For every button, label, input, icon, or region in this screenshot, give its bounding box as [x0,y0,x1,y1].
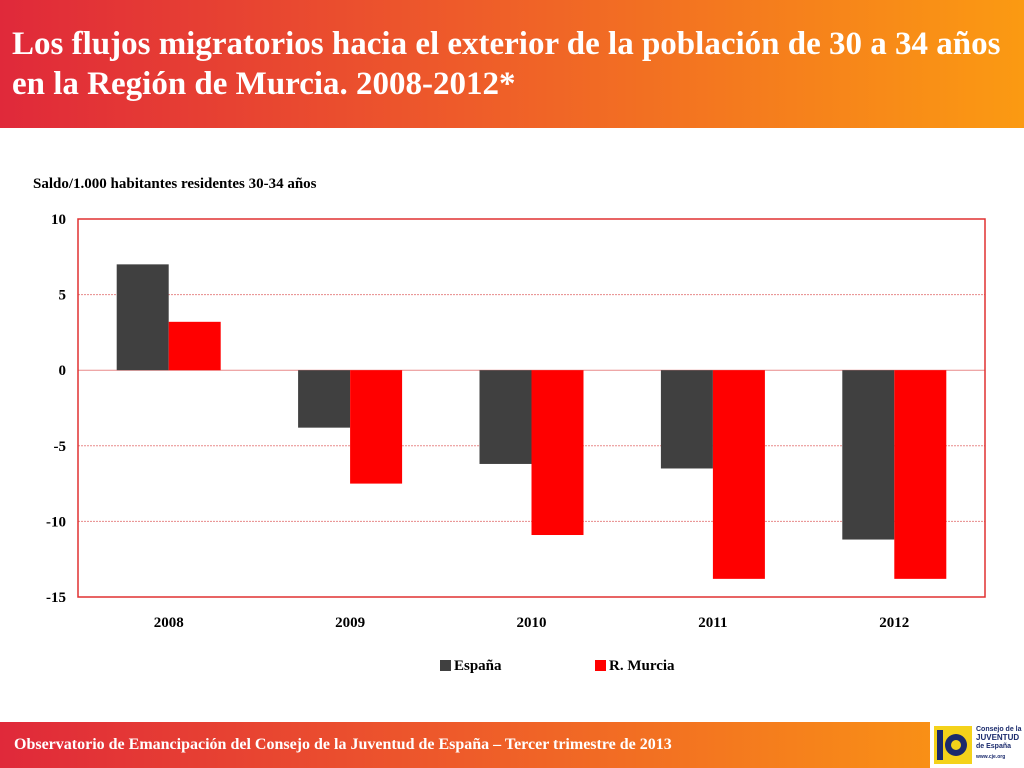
bar-espana-2012 [842,370,895,540]
cje-logo: Consejo de la JUVENTUD de España www.cje… [930,722,1024,768]
logo-line-1: Consejo de la [976,726,1022,733]
footer-text: Observatorio de Emancipación del Consejo… [14,736,672,753]
y-tick-label: 0 [59,363,67,379]
y-tick-label: -10 [46,514,66,530]
logo-line-2: JUVENTUD [976,733,1020,742]
bar-espana-2008 [116,264,169,371]
x-tick-label: 2010 [517,615,547,631]
y-tick-label: -5 [54,439,67,455]
x-tick-label: 2009 [335,615,365,631]
x-tick-label: 2012 [879,615,909,631]
chart-area: Saldo/1.000 habitantes residentes 30-34 … [0,128,1024,722]
bar-chart: 10 5 0 -5 -10 -15 2008 2009 2010 2011 2012 España R.… [46,212,986,674]
legend-swatch-espana [440,660,451,671]
bar-espana-2009 [298,370,351,428]
y-tick-label: 5 [59,288,67,304]
logo-line-3: de España [976,743,1012,750]
cje-logo-text: Consejo de la JUVENTUD de España www.cje… [976,726,1024,761]
bar-murcia-2011 [712,370,765,579]
x-tick-label: 2011 [698,615,727,631]
legend-label: R. Murcia [609,658,675,674]
bar-murcia-2012 [894,370,947,579]
slide-title: Los flujos migratorios hacia el exterior… [12,26,1001,102]
legend-label: España [454,658,502,674]
bar-murcia-2010 [531,370,584,536]
y-tick-label: 10 [51,212,66,228]
bar-espana-2011 [660,370,713,469]
footer-banner: Observatorio de Emancipación del Consejo… [0,722,1024,768]
cje-logo-icon [934,726,972,764]
plot-border [77,218,986,598]
bar-espana-2010 [479,370,532,464]
y-axis-label: Saldo/1.000 habitantes residentes 30-34 … [33,176,317,192]
header-banner: Los flujos migratorios hacia el exterior… [0,0,1024,128]
logo-url: www.cje.org [976,754,1006,760]
bar-murcia-2008 [168,321,221,371]
legend-swatch-murcia [595,660,606,671]
bar-murcia-2009 [350,370,403,484]
x-tick-label: 2008 [154,615,184,631]
y-tick-label: -15 [46,590,66,606]
